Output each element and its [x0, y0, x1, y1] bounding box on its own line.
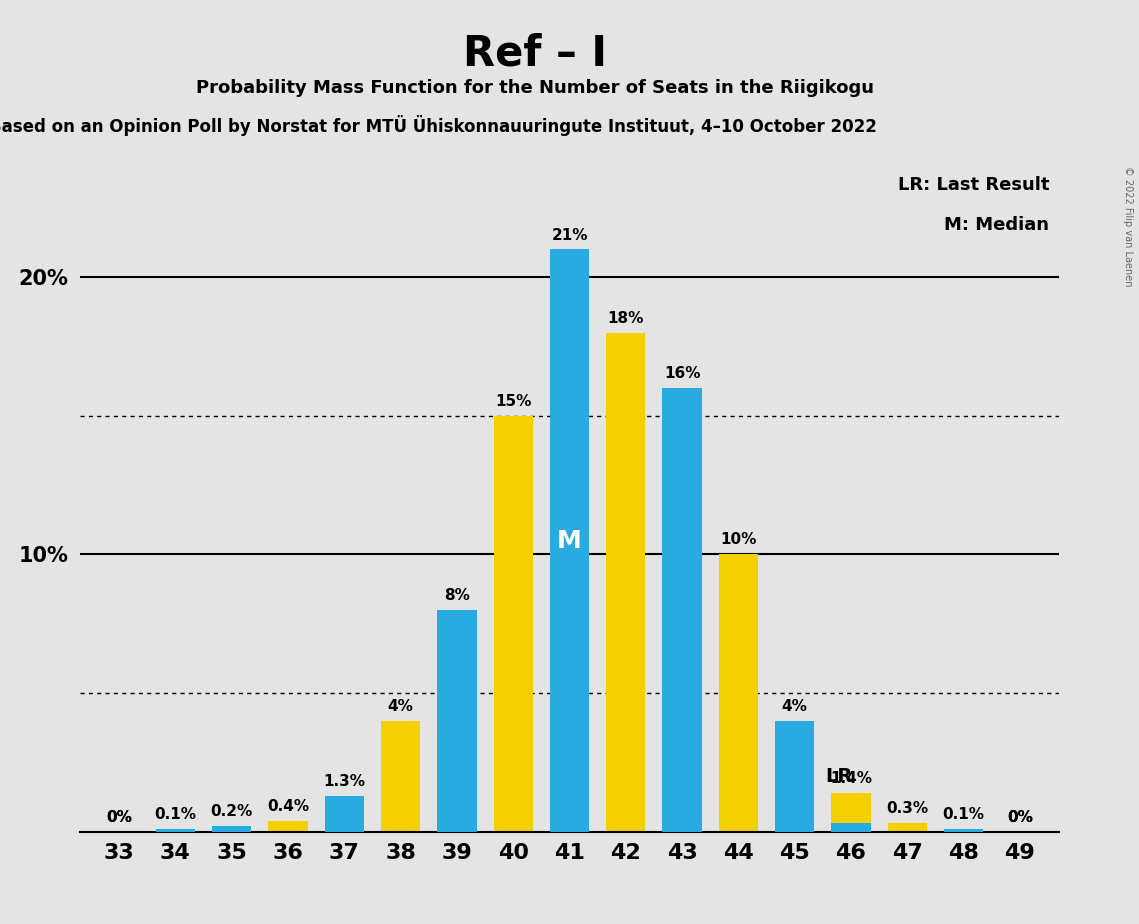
Bar [719, 554, 759, 832]
Text: 0%: 0% [1007, 809, 1033, 825]
Text: M: M [557, 529, 582, 553]
Bar [831, 793, 870, 832]
Bar [663, 388, 702, 832]
Text: Probability Mass Function for the Number of Seats in the Riigikogu: Probability Mass Function for the Number… [196, 79, 875, 96]
Text: 1.3%: 1.3% [323, 773, 366, 789]
Text: 16%: 16% [664, 366, 700, 382]
Text: 18%: 18% [607, 310, 644, 326]
Bar [325, 796, 364, 832]
Text: M: Median: M: Median [944, 216, 1049, 234]
Bar [831, 823, 870, 832]
Text: 8%: 8% [444, 588, 470, 603]
Text: 15%: 15% [495, 394, 532, 409]
Bar [550, 249, 589, 832]
Bar [775, 721, 814, 832]
Text: 0.3%: 0.3% [886, 801, 928, 817]
Text: 0.1%: 0.1% [155, 807, 196, 822]
Bar [380, 721, 420, 832]
Bar [887, 823, 927, 832]
Text: 4%: 4% [781, 699, 808, 713]
Text: © 2022 Filip van Laenen: © 2022 Filip van Laenen [1123, 166, 1132, 286]
Bar [269, 821, 308, 832]
Text: 0%: 0% [106, 809, 132, 825]
Text: 0%: 0% [1007, 809, 1033, 825]
Text: 0.2%: 0.2% [211, 804, 253, 820]
Text: 10%: 10% [720, 532, 756, 547]
Bar [606, 333, 646, 832]
Bar [437, 610, 476, 832]
Bar [493, 416, 533, 832]
Text: Based on an Opinion Poll by Norstat for MTÜ Ühiskonnauuringute Instituut, 4–10 O: Based on an Opinion Poll by Norstat for … [0, 116, 877, 137]
Bar [944, 829, 983, 832]
Text: 4%: 4% [387, 699, 413, 713]
Bar [212, 826, 252, 832]
Text: LR: LR [826, 767, 853, 785]
Text: Ref – I: Ref – I [464, 32, 607, 74]
Bar [156, 829, 195, 832]
Text: 0.1%: 0.1% [943, 807, 984, 822]
Text: 21%: 21% [551, 227, 588, 243]
Text: 0.4%: 0.4% [267, 798, 309, 814]
Text: 1.4%: 1.4% [830, 771, 872, 785]
Text: LR: Last Result: LR: Last Result [898, 176, 1049, 194]
Text: 0%: 0% [106, 809, 132, 825]
